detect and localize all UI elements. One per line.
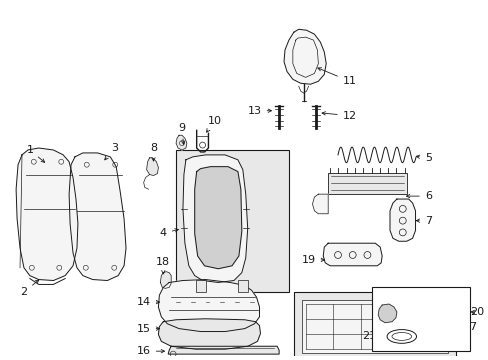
Text: 11: 11 xyxy=(317,68,356,86)
Text: 10: 10 xyxy=(206,116,221,132)
Text: 14: 14 xyxy=(136,297,159,307)
Text: 9: 9 xyxy=(178,123,185,144)
Polygon shape xyxy=(146,158,158,175)
Polygon shape xyxy=(158,279,259,332)
Polygon shape xyxy=(194,167,242,269)
Polygon shape xyxy=(176,135,186,150)
Text: 13: 13 xyxy=(247,106,271,116)
Polygon shape xyxy=(389,199,415,241)
Bar xyxy=(293,292,455,360)
Polygon shape xyxy=(158,319,260,349)
Polygon shape xyxy=(312,194,327,214)
Bar xyxy=(301,300,447,353)
Polygon shape xyxy=(377,304,396,323)
Text: 17: 17 xyxy=(456,321,477,332)
Text: 8: 8 xyxy=(150,143,157,161)
Text: 6: 6 xyxy=(406,191,431,201)
Text: 21: 21 xyxy=(362,332,386,341)
Bar xyxy=(327,172,406,194)
Polygon shape xyxy=(183,155,247,283)
Text: 15: 15 xyxy=(137,324,159,334)
Text: 18: 18 xyxy=(156,257,170,274)
Text: 2: 2 xyxy=(20,280,39,297)
Bar xyxy=(371,287,469,351)
Polygon shape xyxy=(16,148,78,280)
Text: 12: 12 xyxy=(322,111,356,121)
Text: 5: 5 xyxy=(415,153,431,163)
Polygon shape xyxy=(168,346,279,354)
Text: 3: 3 xyxy=(104,143,118,160)
Bar xyxy=(195,279,205,292)
Text: 19: 19 xyxy=(301,255,324,265)
Text: 7: 7 xyxy=(415,216,431,226)
Polygon shape xyxy=(160,272,171,288)
Text: 16: 16 xyxy=(137,346,164,356)
Text: 20: 20 xyxy=(469,307,484,317)
Bar xyxy=(237,279,247,292)
Text: 1: 1 xyxy=(26,145,44,162)
Polygon shape xyxy=(284,29,325,84)
Text: 4: 4 xyxy=(160,228,178,238)
Polygon shape xyxy=(323,243,382,266)
Bar xyxy=(176,150,288,292)
Polygon shape xyxy=(69,153,126,280)
